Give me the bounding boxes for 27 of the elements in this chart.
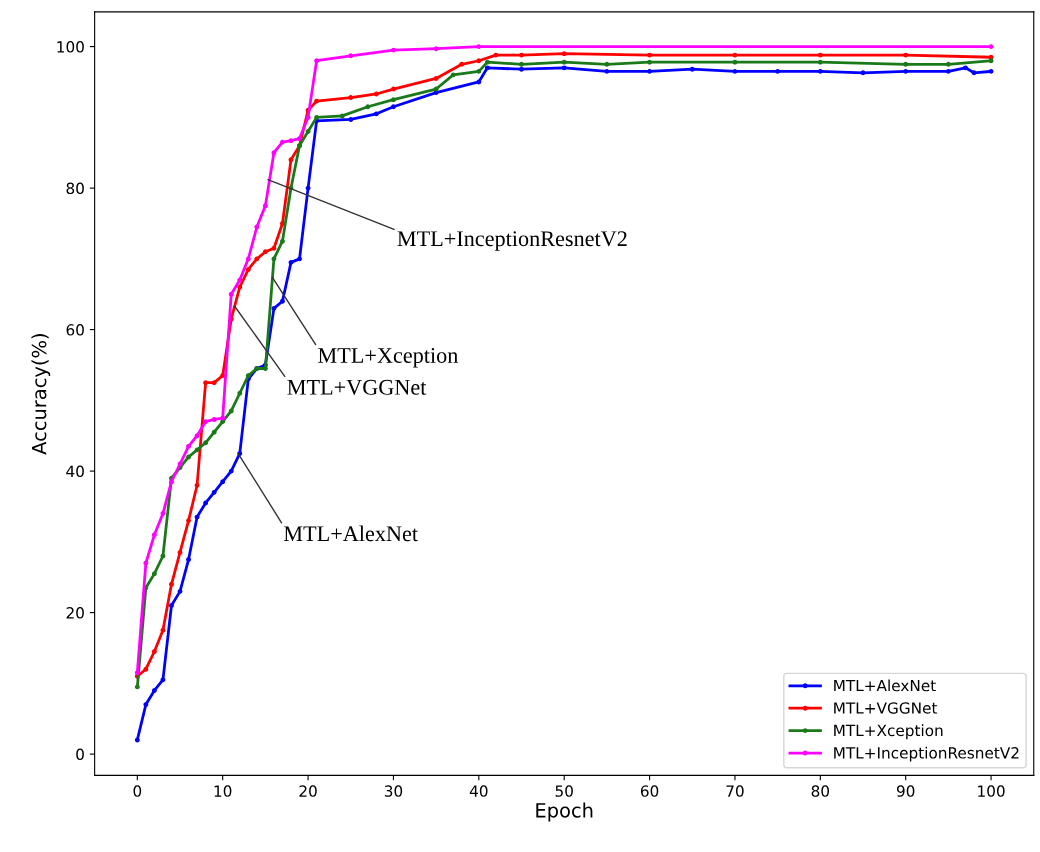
x-tick-label: 80 <box>811 785 830 797</box>
y-tick-label: 40 <box>66 465 84 478</box>
y-tick-label: 80 <box>66 182 84 195</box>
y-tick-label: 20 <box>66 607 84 619</box>
annotation: MTL+InceptionResnetV2 <box>397 231 627 251</box>
legend-label: MTL+Xception <box>834 724 943 740</box>
x-tick-label: 20 <box>299 785 317 797</box>
x-tick-label: 40 <box>469 785 488 797</box>
x-tick-label: 10 <box>214 785 232 797</box>
y-tick-label: 60 <box>66 324 84 336</box>
x-tick-label: 90 <box>896 785 915 797</box>
legend-label: MTL+VGGNet <box>834 702 938 714</box>
x-tick-label: 0 <box>133 785 142 797</box>
annotation: MTL+Xception <box>318 347 459 368</box>
legend-label: MTL+InceptionResnetV2 <box>834 746 1019 762</box>
x-axis-title: Epoch <box>536 802 593 822</box>
x-tick-label: 100 <box>978 785 1005 797</box>
x-tick-label: 50 <box>555 785 573 797</box>
y-tick-label: 0 <box>76 748 84 761</box>
annotation: MTL+VGGNet <box>287 379 427 395</box>
annotation: MTL+AlexNet <box>283 525 418 542</box>
y-axis-title: Accuracy(%) <box>31 334 51 455</box>
y-tick-label: 100 <box>57 41 84 53</box>
x-tick-label: 70 <box>726 785 744 797</box>
x-tick-label: 60 <box>640 785 659 797</box>
legend-label: MTL+AlexNet <box>834 679 936 692</box>
x-tick-label: 30 <box>384 785 403 797</box>
